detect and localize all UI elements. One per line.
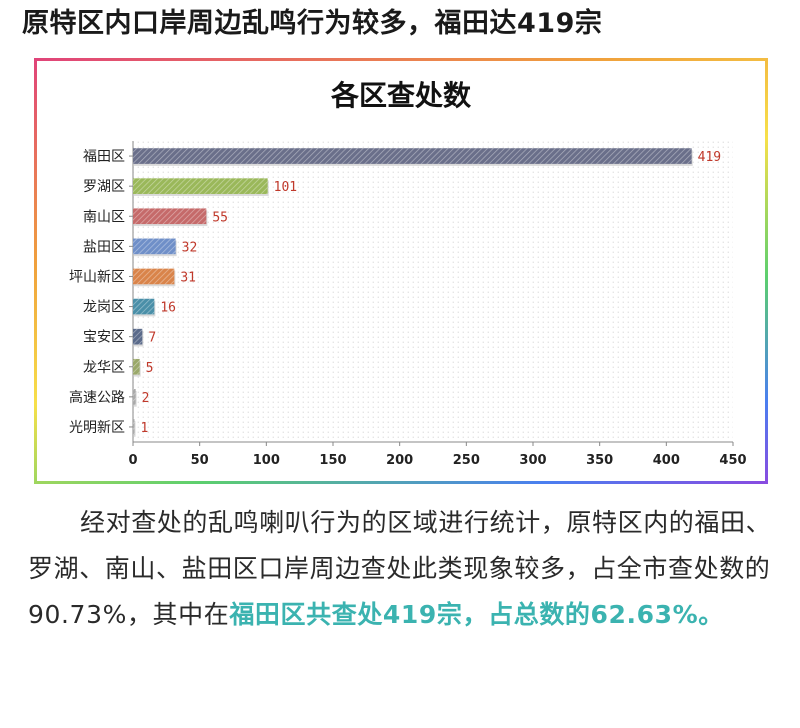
data-label: 5 — [146, 361, 154, 376]
data-label: 31 — [180, 270, 196, 285]
category-label: 盐田区 — [83, 239, 125, 255]
body-paragraph: 经对查处的乱鸣喇叭行为的区域进行统计，原特区内的福田、罗湖、南山、盐田区口岸周边… — [28, 500, 776, 638]
chart-title: 各区查处数 — [330, 79, 472, 112]
bar-shadow — [134, 421, 136, 437]
x-tick-label: 0 — [128, 453, 137, 468]
x-tick-label: 250 — [453, 453, 480, 468]
data-label: 101 — [274, 180, 297, 195]
category-label: 福田区 — [83, 149, 125, 165]
data-label: 16 — [160, 301, 176, 316]
category-label: 坪山新区 — [69, 269, 125, 285]
x-tick-label: 300 — [519, 453, 546, 468]
plot-area: 0 50 100 150 200 250 300 350 400 450 福田区 419 罗湖区 101 南… — [69, 141, 747, 468]
bar-hatch — [133, 238, 176, 255]
x-tick-label: 450 — [719, 453, 746, 468]
data-label: 55 — [212, 210, 228, 225]
bar-hatch — [133, 208, 207, 225]
bar-hatch — [133, 268, 175, 285]
data-label: 7 — [148, 331, 156, 346]
bar-hatch — [133, 328, 143, 345]
category-label: 南山区 — [83, 209, 125, 225]
paragraph-highlight: 福田区共查处419宗，占总数的62.63%。 — [229, 600, 724, 629]
category-label: 高速公路 — [69, 389, 125, 406]
paragraph-text: 经对查处的乱鸣喇叭行为的区域进行统计，原特区内的福田、罗湖、南山、盐田区口岸周边… — [28, 508, 772, 629]
bar-hatch — [133, 358, 140, 375]
category-label: 宝安区 — [83, 330, 125, 346]
category-label: 光明新区 — [69, 420, 125, 436]
bar-hatch — [133, 389, 136, 405]
data-label: 1 — [141, 421, 149, 436]
bar-hatch — [133, 298, 155, 315]
data-label: 419 — [698, 150, 721, 165]
data-label: 32 — [182, 240, 198, 255]
category-label: 龙岗区 — [83, 300, 125, 316]
x-tick-label: 100 — [253, 453, 280, 468]
category-label: 龙华区 — [83, 360, 125, 376]
bar-hatch — [133, 178, 268, 194]
x-tick-label: 400 — [653, 453, 680, 468]
data-label: 2 — [142, 391, 150, 406]
bar-hatch — [133, 148, 692, 164]
category-label: 罗湖区 — [83, 179, 125, 195]
x-tick-label: 350 — [586, 453, 613, 468]
chart-frame: 各区查处数 0 50 100 150 200 250 300 350 400 450 福田区 419 罗… — [34, 58, 768, 484]
x-tick-label: 200 — [386, 453, 413, 468]
bar-hatch — [133, 419, 135, 435]
x-tick-label: 50 — [191, 453, 209, 468]
bar-chart: 各区查处数 0 50 100 150 200 250 300 350 400 450 福田区 419 罗… — [69, 79, 747, 468]
headline: 原特区内口岸周边乱鸣行为较多，福田达419宗 — [22, 8, 603, 39]
x-tick-label: 150 — [319, 453, 346, 468]
